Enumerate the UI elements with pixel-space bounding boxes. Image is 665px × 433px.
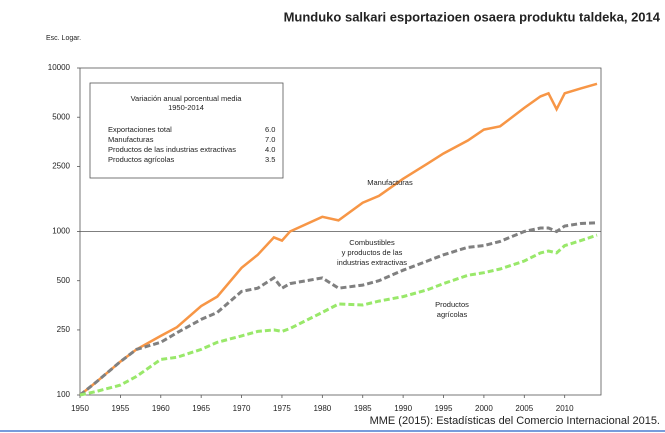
x-tick-label: 2010 [556,404,574,413]
x-tick-label: 1970 [233,404,251,413]
x-tick-label: 1975 [273,404,291,413]
x-tick-label: 1990 [394,404,412,413]
series-line [79,82,598,396]
summary-label: Productos de las industrias extractivas [108,145,236,154]
y-tick-label: 250 [57,325,71,334]
series-annotation: agrícolas [437,310,468,319]
series-annotation: y productos de las [342,248,403,257]
series-line [79,233,598,397]
summary-value: 3.5 [265,155,275,164]
summary-value: 6.0 [265,125,275,134]
x-tick-label: 2000 [475,404,493,413]
x-tick-label: 1960 [152,404,170,413]
x-tick-label: 1995 [435,404,453,413]
x-tick-label: 1950 [71,404,89,413]
summary-label: Productos agrícolas [108,155,175,164]
series-annotation: industrias extractivas [337,258,407,267]
y-tick-label: 2500 [52,162,70,171]
series-annotation: Manufacturas [367,178,413,187]
summary-value: 4.0 [265,145,275,154]
source: MME (2015): Estadísticas del Comercio In… [370,415,660,427]
x-tick-label: 1985 [354,404,372,413]
y-tick-label: 1000 [52,227,70,236]
series-annotation: Combustibles [349,238,395,247]
summary-period: 1950-2014 [168,103,204,112]
summary-value: 7.0 [265,135,275,144]
x-tick-label: 1955 [111,404,129,413]
series-line [79,221,598,397]
y-axis-label: Esc. Logar. [46,35,81,42]
y-tick-label: 100 [57,390,71,399]
summary-title: Variación anual porcentual media [131,94,243,103]
y-tick-label: 500 [57,276,71,285]
x-tick-label: 1980 [313,404,331,413]
summary-box [89,82,284,179]
series-annotation: Productos [435,300,469,309]
y-tick-label: 5000 [52,112,70,121]
x-tick-label: 2005 [515,404,533,413]
summary-label: Exportaciones total [108,125,172,134]
summary-label: Manufacturas [108,135,154,144]
y-tick-label: 10000 [48,63,71,72]
x-tick-label: 1965 [192,404,210,413]
chart-title: Munduko salkari esportazioen osaera prod… [284,9,661,24]
